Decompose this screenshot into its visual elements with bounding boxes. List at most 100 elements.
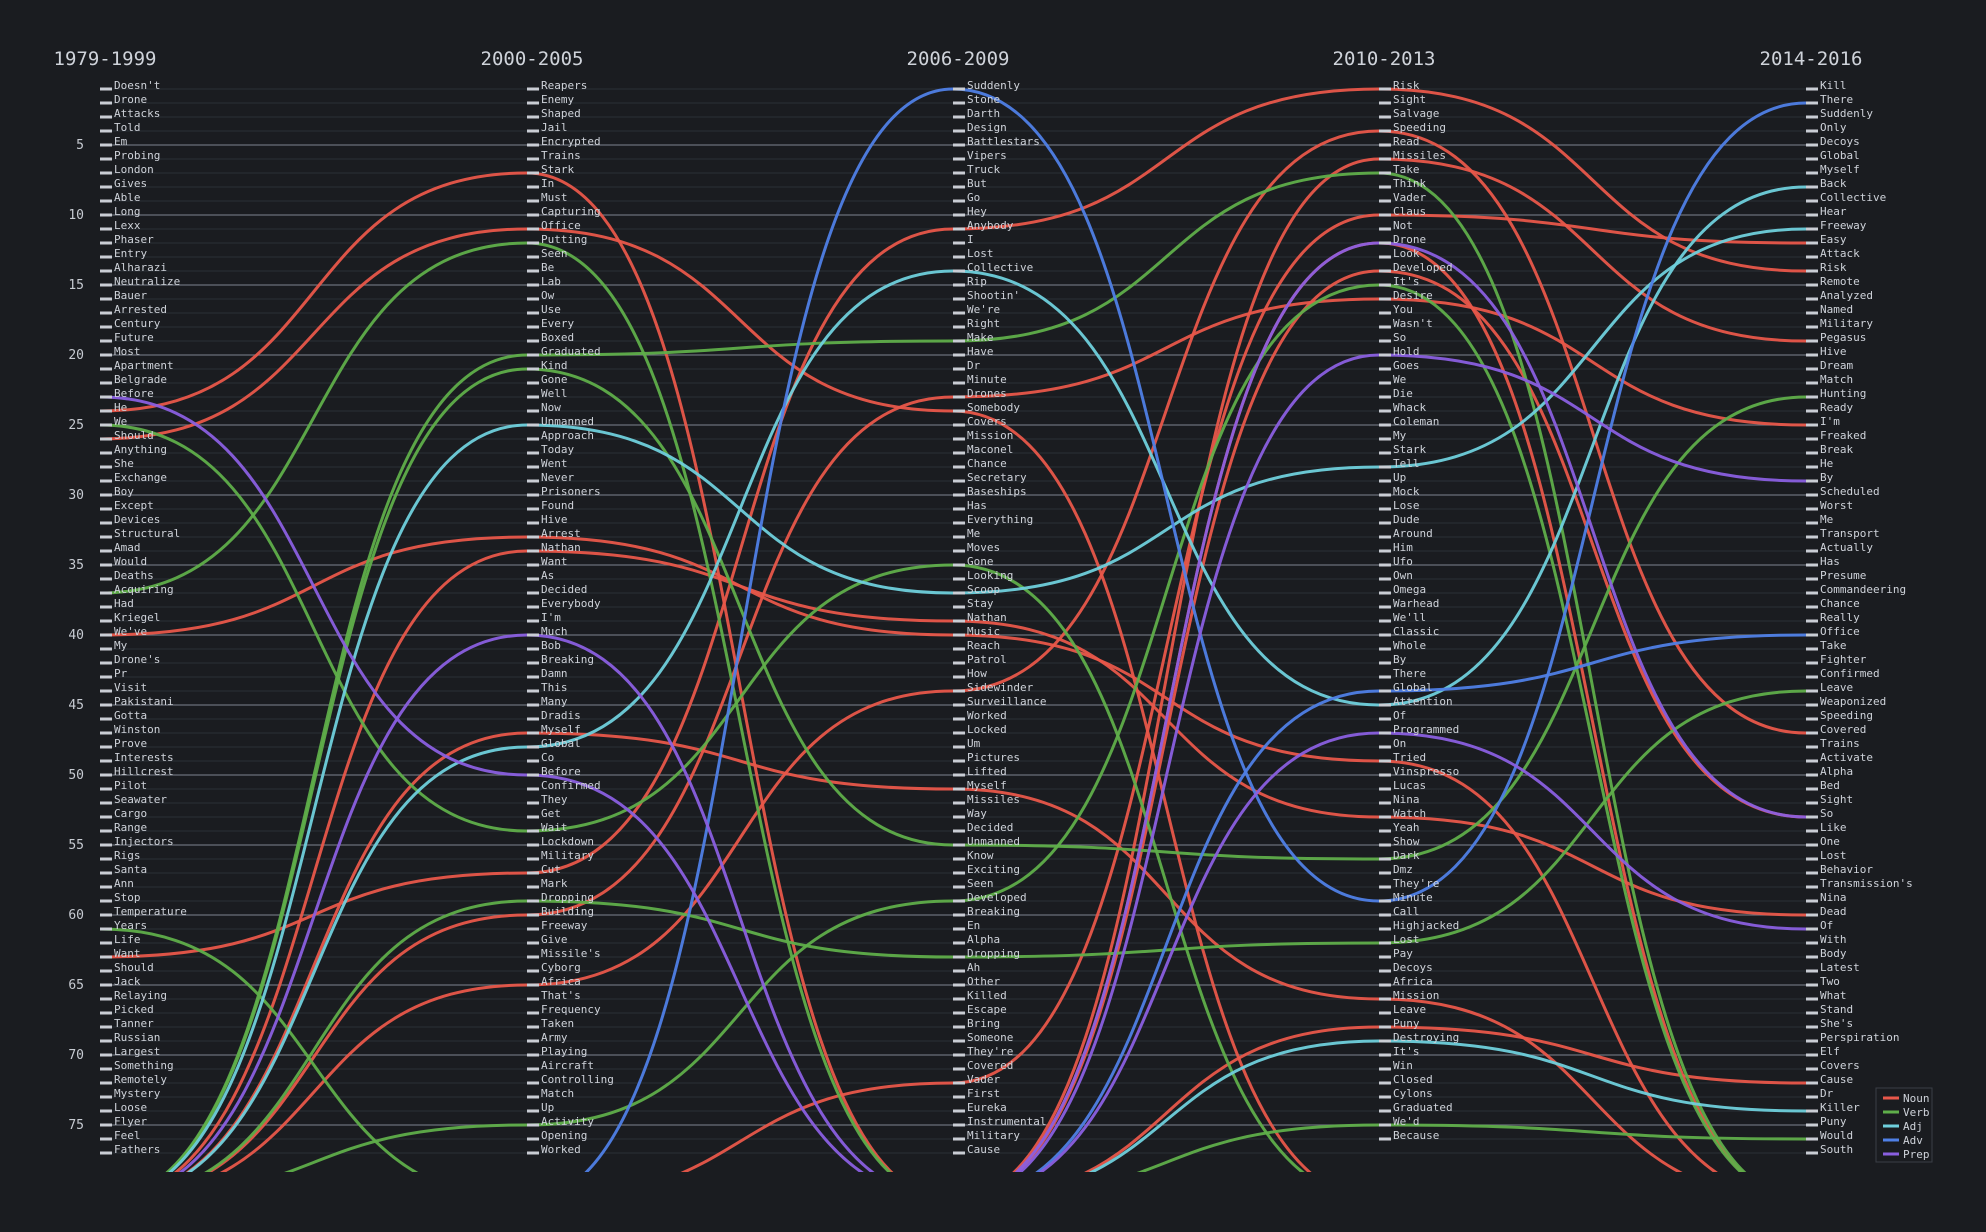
- word-label: Relaying: [114, 989, 167, 1002]
- word-tick: [100, 857, 112, 861]
- word-label: Sidewinder: [967, 681, 1034, 694]
- word-tick: [527, 87, 539, 91]
- flow-prep-28-segment-3: [1378, 731, 1807, 931]
- word-tick: [953, 283, 965, 287]
- word-label: Exciting: [967, 863, 1020, 876]
- word-tick: [527, 675, 539, 679]
- word-tick: [953, 255, 965, 259]
- word-tick: [1379, 129, 1391, 133]
- word-tick: [1379, 493, 1391, 497]
- word-tick: [527, 325, 539, 329]
- word-label: Truck: [967, 163, 1000, 176]
- word-tick: [1806, 787, 1818, 791]
- word-tick: [100, 129, 112, 133]
- word-tick: [527, 969, 539, 973]
- word-tick: [100, 1039, 112, 1043]
- word-label: Decoys: [1820, 135, 1860, 148]
- word-tick: [100, 255, 112, 259]
- word-label: Stand: [1820, 1003, 1853, 1016]
- word-label: Should: [114, 429, 154, 442]
- word-tick: [100, 283, 112, 287]
- word-tick: [100, 269, 112, 273]
- word-label: There: [1820, 93, 1853, 106]
- word-tick: [953, 1039, 965, 1043]
- word-label: Stay: [967, 597, 994, 610]
- word-tick: [1806, 1095, 1818, 1099]
- word-label: Commandeering: [1820, 583, 1906, 596]
- word-label: Cause: [1820, 1073, 1853, 1086]
- word-label: Alpha: [1820, 765, 1853, 778]
- word-tick: [100, 871, 112, 875]
- word-label: Secretary: [967, 471, 1027, 484]
- word-tick: [1379, 1067, 1391, 1071]
- flow-verb-15-segment-1: [526, 339, 954, 357]
- word-label: Bed: [1820, 779, 1840, 792]
- word-tick: [527, 885, 539, 889]
- flow-verb-19-segment-2: [1136, 1123, 1380, 1172]
- word-tick: [1806, 927, 1818, 931]
- word-tick: [527, 731, 539, 735]
- word-label: Mission: [1393, 989, 1439, 1002]
- flow-verb-12-segment-0: [99, 927, 419, 1172]
- word-tick: [953, 1011, 965, 1015]
- word-label: South: [1820, 1143, 1853, 1156]
- word-tick: [953, 815, 965, 819]
- word-label: Aircraft: [541, 1059, 594, 1072]
- word-label: Know: [967, 849, 994, 862]
- word-label: Lose: [1393, 499, 1420, 512]
- word-tick: [953, 997, 965, 1001]
- flow-noun-6-segment-0: [206, 913, 528, 1172]
- flow-adv-24-segment-3: [1378, 633, 1807, 693]
- word-tick: [1806, 353, 1818, 357]
- word-label: Military: [541, 849, 594, 862]
- word-tick: [100, 1095, 112, 1099]
- word-label: Baseships: [967, 485, 1027, 498]
- flow-noun-7-segment-3: [1378, 129, 1807, 735]
- word-label: Decided: [541, 583, 587, 596]
- word-tick: [100, 1011, 112, 1015]
- word-tick: [1379, 633, 1391, 637]
- word-label: It's: [1393, 275, 1420, 288]
- word-tick: [1379, 451, 1391, 455]
- word-label: Call: [1393, 905, 1420, 918]
- flow-noun-7-segment-2: [952, 129, 1380, 693]
- word-tick: [1379, 171, 1391, 175]
- word-tick: [1379, 1053, 1391, 1057]
- flow-verb-17-segment-3: [1378, 689, 1807, 945]
- flow-noun-4-segment-1: [526, 549, 954, 623]
- word-label: Missiles: [1393, 149, 1446, 162]
- word-tick: [1806, 661, 1818, 665]
- word-label: Loose: [114, 1101, 147, 1114]
- word-tick: [1806, 381, 1818, 385]
- word-label: I'm: [541, 611, 561, 624]
- word-tick: [527, 899, 539, 903]
- flow-verb-13-segment-1: [526, 563, 954, 833]
- word-tick: [953, 213, 965, 217]
- word-tick: [1806, 675, 1818, 679]
- word-tick: [1379, 381, 1391, 385]
- word-label: Approach: [541, 429, 594, 442]
- word-label: How: [967, 667, 987, 680]
- flow-noun-11-segment-3: [1378, 1025, 1807, 1085]
- word-label: Look: [1393, 247, 1420, 260]
- word-tick: [1379, 1109, 1391, 1113]
- word-label: Acquiring: [114, 583, 174, 596]
- word-label: Phaser: [114, 233, 154, 246]
- word-label: Rip: [967, 275, 987, 288]
- word-label: It's: [1393, 1045, 1420, 1058]
- word-label: Attacks: [114, 107, 160, 120]
- word-tick: [953, 899, 965, 903]
- word-tick: [527, 423, 539, 427]
- word-tick: [953, 605, 965, 609]
- word-label: Puny: [1820, 1115, 1847, 1128]
- flow-verb-18-segment-2: [952, 283, 1380, 903]
- word-label: Arrest: [541, 527, 581, 540]
- flow-noun-0-segment-0: [99, 171, 528, 413]
- word-label: Decoys: [1393, 961, 1433, 974]
- word-tick: [953, 87, 965, 91]
- word-label: Minute: [1393, 891, 1433, 904]
- word-tick: [953, 535, 965, 539]
- word-tick: [1379, 745, 1391, 749]
- word-tick: [1806, 129, 1818, 133]
- word-label: Had: [114, 597, 134, 610]
